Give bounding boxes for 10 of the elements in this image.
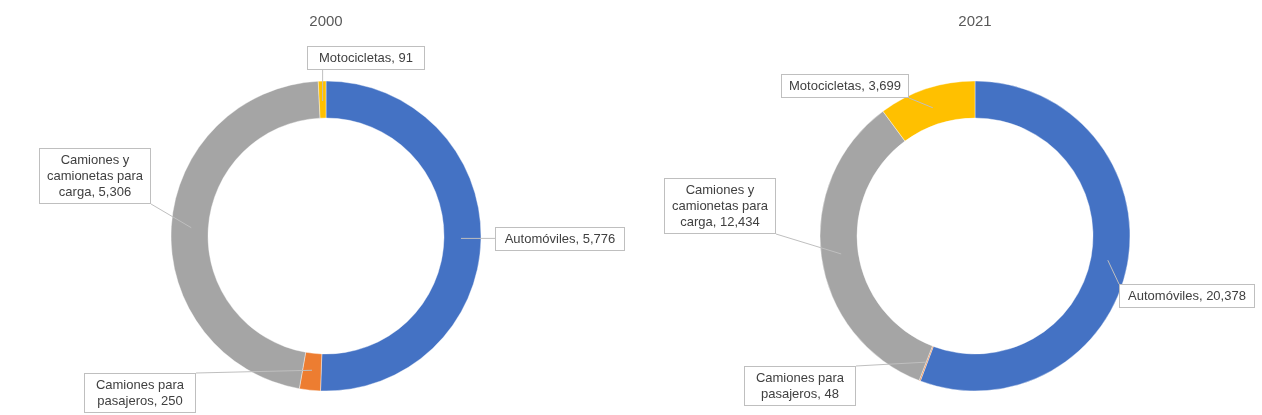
slice-label: Camiones para pasajeros, 48 — [744, 366, 856, 406]
slice-label: Camiones para pasajeros, 250 — [84, 373, 196, 413]
slice-label: Camiones y camionetas para carga, 12,434 — [664, 178, 776, 234]
chart-title: 2000 — [309, 12, 343, 29]
chart-title: 2021 — [958, 12, 992, 29]
slice-label: Motocicletas, 91 — [307, 46, 425, 70]
slice-label: Automóviles, 5,776 — [495, 227, 625, 251]
slice-label: Camiones y camionetas para carga, 5,306 — [39, 148, 151, 204]
slice-label: Motocicletas, 3,699 — [781, 74, 909, 98]
slice-label: Automóviles, 20,378 — [1119, 284, 1255, 308]
